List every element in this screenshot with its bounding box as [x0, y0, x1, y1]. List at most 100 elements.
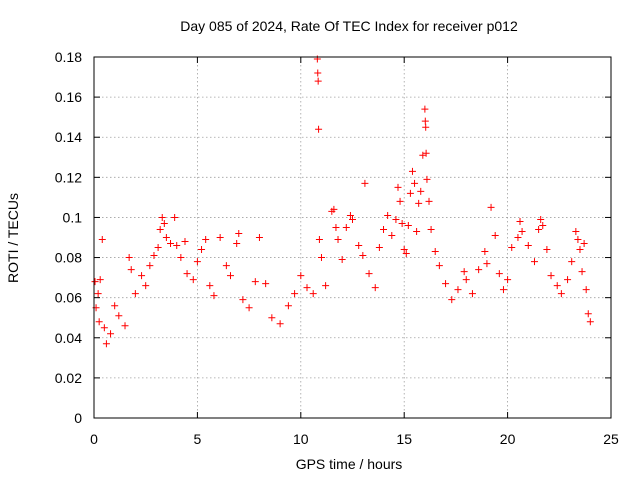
data-point [427, 225, 435, 233]
data-point [582, 286, 590, 294]
data-point [334, 236, 342, 244]
data-point [448, 296, 456, 304]
x-tick-label: 15 [396, 431, 412, 447]
y-tick-label: 0.12 [55, 169, 82, 185]
data-point [537, 215, 545, 223]
data-point [315, 125, 323, 133]
data-point [317, 254, 325, 262]
x-tick-label: 5 [194, 431, 202, 447]
data-point [216, 234, 224, 241]
data-point [543, 246, 551, 254]
data-point [487, 203, 495, 211]
data-point [349, 215, 356, 223]
data-point [400, 246, 408, 254]
data-point [516, 217, 524, 225]
data-point [115, 312, 123, 320]
data-point [156, 225, 164, 233]
data-point [206, 282, 214, 290]
data-point [475, 266, 483, 274]
tick-layer: 0 5 10 15 20 25 0 0.02 0.04 0.06 0.08 0.1 0.12 0.14 0.… [55, 49, 619, 447]
x-tick-label: 25 [603, 431, 619, 447]
data-point [518, 227, 526, 235]
data-point [107, 330, 115, 338]
data-point [499, 286, 507, 294]
y-tick-label: 0 [74, 410, 82, 426]
grid-layer [94, 57, 611, 418]
data-point [171, 213, 179, 221]
data-point [239, 296, 247, 304]
x-tick-label: 20 [500, 431, 516, 447]
y-tick-label: 0.14 [55, 129, 82, 145]
data-point [158, 213, 166, 221]
x-tick-label: 10 [293, 431, 309, 447]
data-point [98, 236, 106, 244]
data-point [189, 276, 197, 284]
data-point [460, 268, 468, 276]
data-point [162, 234, 170, 241]
data-point [330, 205, 338, 213]
data-point [423, 175, 431, 183]
data-point [198, 246, 206, 254]
data-point [425, 197, 433, 205]
data-point [127, 266, 135, 274]
data-point [508, 244, 516, 252]
data-point [361, 179, 369, 187]
data-point [462, 276, 470, 284]
data-point [435, 262, 443, 270]
data-point [181, 238, 189, 246]
data-point [394, 183, 402, 191]
data-point [226, 272, 234, 280]
y-tick-label: 0.08 [55, 250, 82, 266]
data-point [392, 215, 400, 223]
data-point [431, 248, 439, 256]
data-point [177, 254, 185, 262]
data-point [535, 225, 543, 233]
data-point [314, 69, 322, 77]
data-point [291, 290, 299, 298]
data-point [574, 236, 582, 244]
data-point [491, 231, 499, 239]
data-point [245, 304, 253, 312]
plot-frame [93, 56, 612, 419]
data-point [481, 248, 489, 256]
data-point [586, 318, 594, 326]
data-point [359, 252, 367, 260]
data-point [297, 272, 305, 280]
data-point [495, 270, 503, 278]
data-point [322, 282, 330, 290]
data-point [202, 236, 210, 244]
y-tick-label: 0.1 [63, 209, 83, 225]
data-point [142, 282, 150, 290]
data-point [193, 258, 201, 266]
data-point [154, 244, 162, 252]
data-point [96, 276, 104, 284]
data-point [338, 256, 346, 264]
data-point [346, 211, 354, 219]
y-tick-label: 0.18 [55, 49, 82, 65]
chart-title: Day 085 of 2024, Rate Of TEC Index for r… [180, 18, 518, 34]
data-point [284, 302, 292, 310]
data-point [255, 234, 263, 241]
data-point [173, 242, 181, 250]
data-point [421, 105, 429, 113]
data-point [251, 278, 259, 286]
data-point [557, 290, 565, 298]
data-point [539, 221, 547, 229]
data-point [422, 123, 430, 131]
data-point [233, 240, 241, 248]
data-point [524, 242, 532, 250]
data-point [150, 252, 158, 260]
data-point [125, 254, 133, 262]
y-tick-label: 0.06 [55, 290, 82, 306]
y-tick-label: 0.16 [55, 89, 82, 105]
data-point [375, 244, 383, 252]
data-point [553, 282, 561, 290]
data-point [568, 258, 576, 266]
data-point [100, 324, 108, 332]
data-point [504, 276, 512, 284]
data-point [396, 197, 404, 205]
data-point [547, 272, 555, 280]
data-point [421, 117, 429, 125]
data-point [160, 219, 168, 227]
